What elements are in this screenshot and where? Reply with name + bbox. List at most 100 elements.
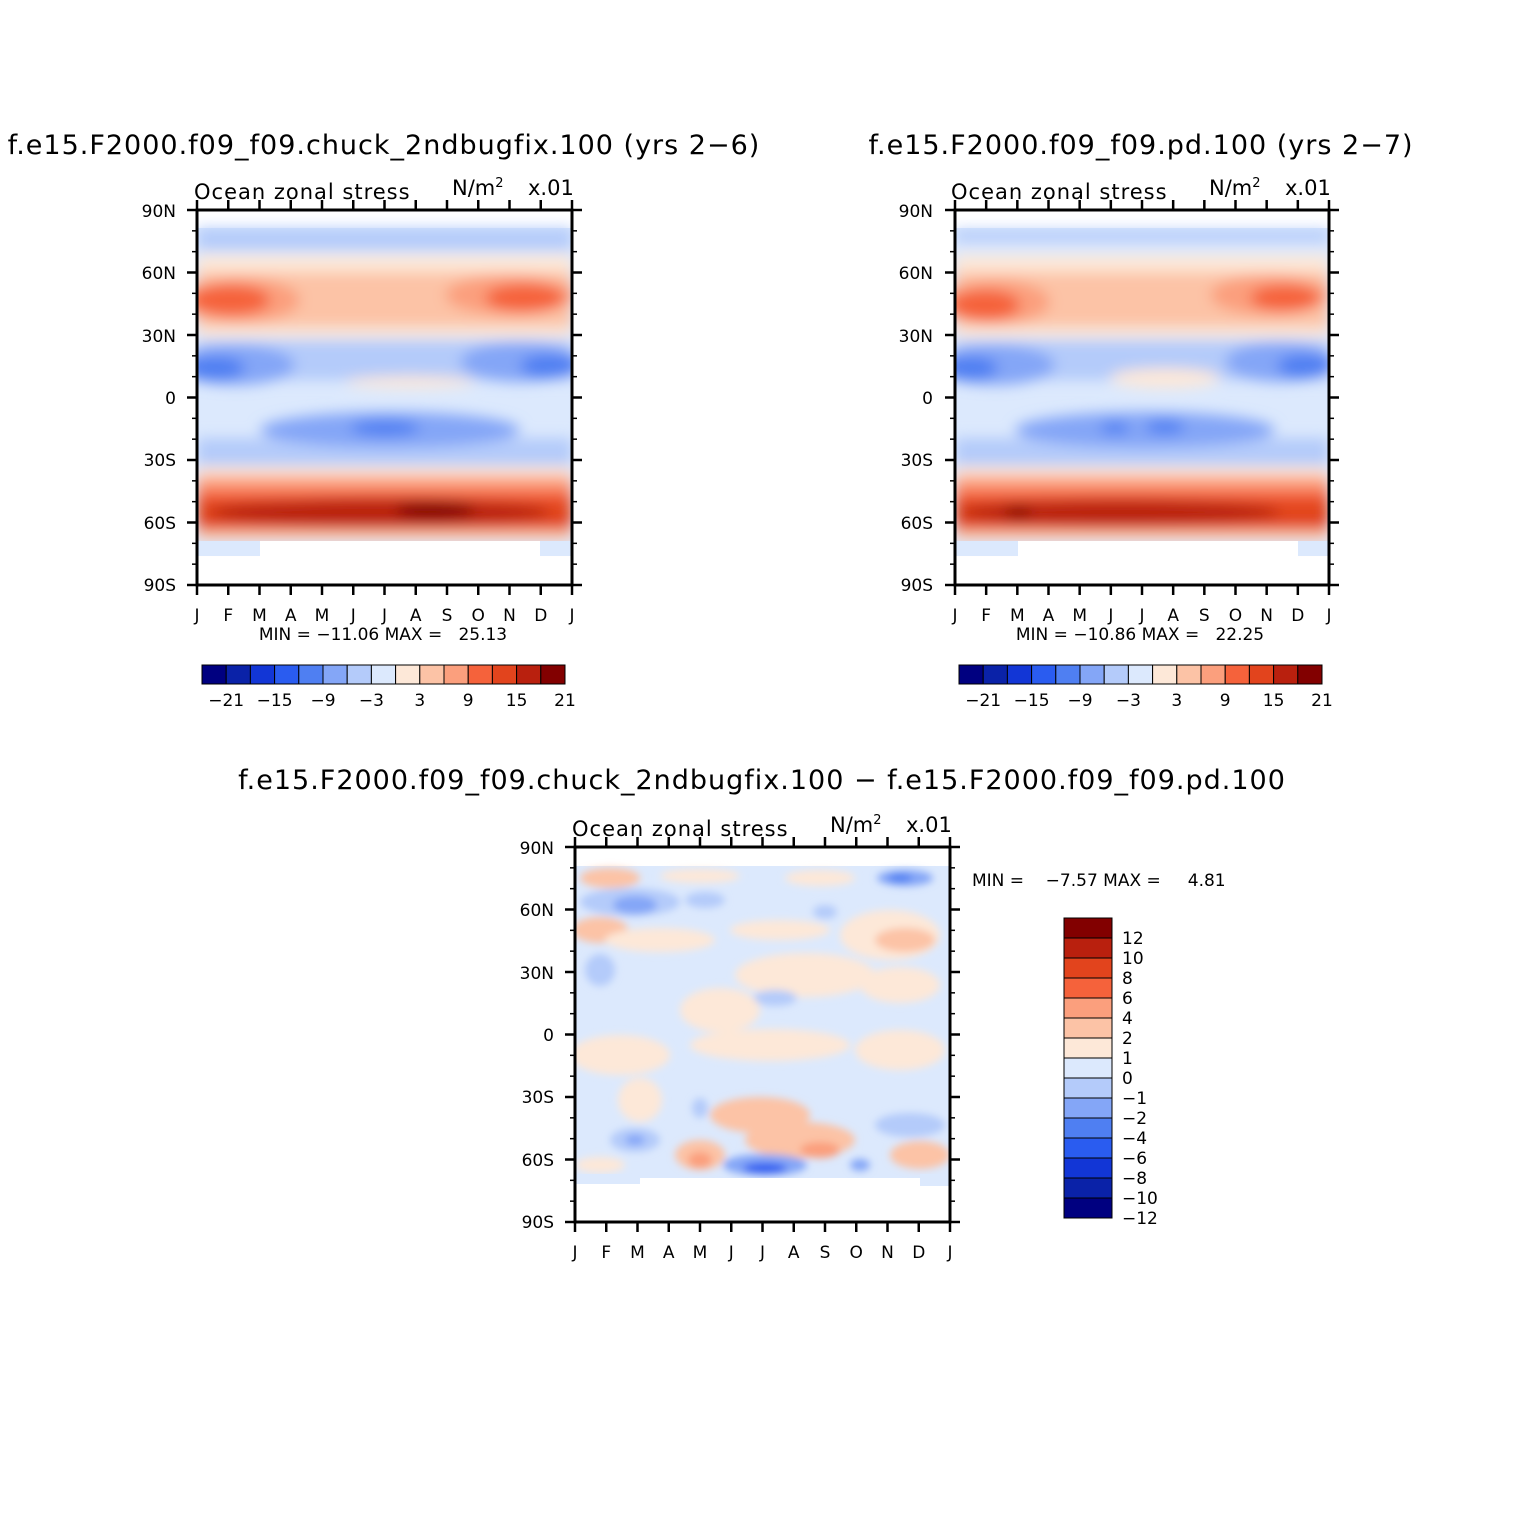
minmax-label: MIN = −10.86 MAX = 22.25 bbox=[1016, 625, 1264, 645]
x-tick-label: S bbox=[820, 1243, 831, 1263]
x-tick-label: J bbox=[568, 606, 574, 626]
colorbar-box bbox=[1063, 1037, 1113, 1059]
x-tick-label: A bbox=[663, 1243, 675, 1263]
x-tick-label: A bbox=[285, 606, 297, 626]
x-tick-label: F bbox=[601, 1243, 611, 1263]
colorbar-box bbox=[1200, 664, 1226, 685]
x-tick-label: O bbox=[850, 1243, 863, 1263]
x-tick-label: S bbox=[1199, 606, 1210, 626]
minmax-label: MIN = −7.57 MAX = 4.81 bbox=[972, 871, 1226, 891]
x-tick-label: O bbox=[1229, 606, 1242, 626]
units-sup: 2 bbox=[1252, 176, 1260, 191]
units-text: N/m bbox=[1209, 176, 1252, 200]
units-sup: 2 bbox=[873, 813, 881, 828]
colorbar-box bbox=[1063, 1117, 1113, 1139]
y-tick-0: 0 bbox=[543, 1026, 554, 1046]
colorbar-label: −12 bbox=[1122, 1209, 1158, 1229]
colorbar-box bbox=[1063, 1137, 1113, 1159]
contour-field bbox=[575, 847, 950, 1222]
colorbar-box bbox=[1031, 664, 1057, 685]
y-tick-30s: 30S bbox=[522, 1088, 554, 1108]
y-axis-labels: 90N 60N 30N 0 30S 60S 90S bbox=[899, 202, 933, 596]
x-tick-label: N bbox=[881, 1243, 894, 1263]
panel-control: f.e15.F2000.f09_f09.chuck_2ndbugfix.100 … bbox=[8, 130, 760, 711]
colorbar-box bbox=[540, 664, 566, 685]
colorbar-box bbox=[1063, 937, 1113, 959]
colorbar-box bbox=[322, 664, 348, 685]
x-tick-label: J bbox=[381, 606, 387, 626]
colorbar-box bbox=[982, 664, 1008, 685]
y-tick-30s: 30S bbox=[144, 451, 176, 471]
scale-label: x.01 bbox=[528, 176, 574, 200]
x-tick-label: A bbox=[410, 606, 422, 626]
plot-frame bbox=[565, 837, 960, 1232]
colorbar-label: −21 bbox=[965, 691, 1001, 711]
x-tick-label: D bbox=[534, 606, 547, 626]
colorbar-box bbox=[201, 664, 227, 685]
colorbar-box bbox=[1079, 664, 1105, 685]
colorbar-box bbox=[1063, 1177, 1113, 1199]
colorbar-label: −9 bbox=[1067, 691, 1092, 711]
y-tick-60s: 60S bbox=[522, 1151, 554, 1171]
x-tick-label: N bbox=[503, 606, 516, 626]
panel-title: f.e15.F2000.f09_f09.pd.100 (yrs 2−7) bbox=[868, 130, 1413, 161]
y-tick-90n: 90N bbox=[142, 202, 176, 222]
colorbar: −21 −15 −9 −3 3 9 15 21 bbox=[201, 664, 576, 711]
x-tick-label: M bbox=[252, 606, 267, 626]
plot-frame bbox=[945, 200, 1339, 595]
scale-label: x.01 bbox=[1285, 176, 1331, 200]
x-tick-label: N bbox=[1260, 606, 1273, 626]
colorbar-label: −3 bbox=[1116, 691, 1141, 711]
colorbar-label: 15 bbox=[1263, 691, 1285, 711]
minmax-label: MIN = −11.06 MAX = 25.13 bbox=[259, 625, 507, 645]
colorbar-box bbox=[1063, 977, 1113, 999]
x-tick-label: J bbox=[1325, 606, 1331, 626]
colorbar-label: −1 bbox=[1122, 1089, 1147, 1109]
colorbar-box bbox=[1063, 1017, 1113, 1039]
colorbar-box bbox=[1063, 957, 1113, 979]
panel-title: f.e15.F2000.f09_f09.chuck_2ndbugfix.100 … bbox=[238, 765, 1286, 796]
x-tick-label: J bbox=[571, 1243, 577, 1263]
y-tick-30n: 30N bbox=[142, 327, 176, 347]
x-tick-label: J bbox=[1107, 606, 1113, 626]
units-label: N/m2 bbox=[830, 813, 882, 837]
colorbar-label: −15 bbox=[1014, 691, 1050, 711]
colorbar-label: 2 bbox=[1122, 1029, 1133, 1049]
x-tick-label: J bbox=[193, 606, 199, 626]
y-tick-0: 0 bbox=[165, 389, 176, 409]
x-tick-label: F bbox=[223, 606, 233, 626]
colorbar-box bbox=[1063, 1197, 1113, 1219]
y-axis-labels: 90N 60N 30N 0 30S 60S 90S bbox=[520, 839, 554, 1233]
colorbar-box bbox=[395, 664, 421, 685]
colorbar-box bbox=[1103, 664, 1129, 685]
colorbar-box bbox=[1297, 664, 1323, 685]
colorbar-label: 10 bbox=[1122, 949, 1144, 969]
y-tick-30n: 30N bbox=[520, 964, 554, 984]
colorbar-box bbox=[491, 664, 518, 685]
colorbar-label: 3 bbox=[414, 691, 425, 711]
x-tick-label: A bbox=[788, 1243, 800, 1263]
colorbar-label: −15 bbox=[257, 691, 293, 711]
colorbar-label: −21 bbox=[208, 691, 244, 711]
y-tick-60s: 60S bbox=[901, 514, 933, 534]
colorbar-box bbox=[1063, 1057, 1113, 1079]
y-tick-90s: 90S bbox=[144, 576, 176, 596]
colorbar-box bbox=[1063, 917, 1113, 939]
x-tick-label: M bbox=[630, 1243, 645, 1263]
colorbar-label: 8 bbox=[1122, 969, 1133, 989]
x-tick-label: J bbox=[1138, 606, 1144, 626]
colorbar-box bbox=[1006, 664, 1033, 685]
colorbar-box bbox=[346, 664, 372, 685]
y-tick-60n: 60N bbox=[899, 264, 933, 284]
x-tick-label: D bbox=[1291, 606, 1304, 626]
scale-label: x.01 bbox=[906, 813, 952, 837]
colorbar-box bbox=[467, 664, 493, 685]
y-tick-0: 0 bbox=[922, 389, 933, 409]
y-tick-90n: 90N bbox=[899, 202, 933, 222]
left-string: Ocean zonal stress bbox=[951, 180, 1168, 204]
units-sup: 2 bbox=[495, 176, 503, 191]
colorbar-box bbox=[516, 664, 542, 685]
